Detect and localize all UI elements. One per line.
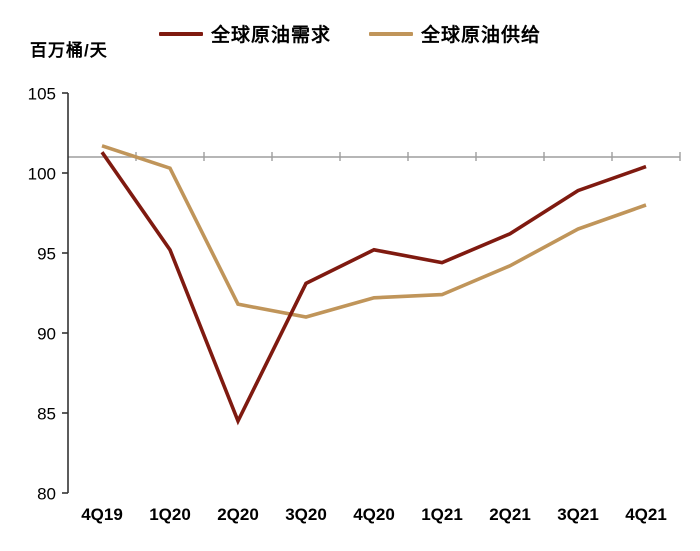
x-tick-label: 3Q21	[557, 505, 599, 524]
x-tick-label: 1Q20	[149, 505, 191, 524]
y-tick-label: 85	[37, 405, 56, 424]
x-tick-label: 4Q21	[625, 505, 667, 524]
y-tick-label: 100	[28, 165, 56, 184]
legend-label-demand: 全球原油需求	[210, 25, 331, 46]
x-tick-label: 2Q21	[489, 505, 531, 524]
series-line-supply	[101, 144, 647, 319]
x-tick-label: 2Q20	[217, 505, 259, 524]
y-tick-label: 105	[28, 85, 56, 104]
legend-item-supply: 全球原油供给	[369, 20, 541, 47]
x-tick-label: 3Q20	[285, 505, 327, 524]
x-tick-label: 4Q19	[81, 505, 123, 524]
supply-line-swatch	[369, 31, 413, 36]
y-tick-label: 90	[37, 325, 56, 344]
x-tick-label: 1Q21	[421, 505, 463, 524]
chart-legend: 全球原油需求 全球原油供给	[20, 20, 680, 47]
demand-line-swatch	[158, 31, 203, 36]
y-tick-label: 80	[37, 485, 56, 504]
y-tick-label: 95	[37, 245, 56, 264]
legend-label-supply: 全球原油供给	[421, 25, 542, 46]
series-line-demand	[100, 151, 647, 426]
y-axis-unit-label: 百万桶/天	[30, 41, 108, 60]
legend-item-demand: 全球原油需求	[158, 20, 331, 47]
x-tick-label: 4Q20	[353, 505, 395, 524]
